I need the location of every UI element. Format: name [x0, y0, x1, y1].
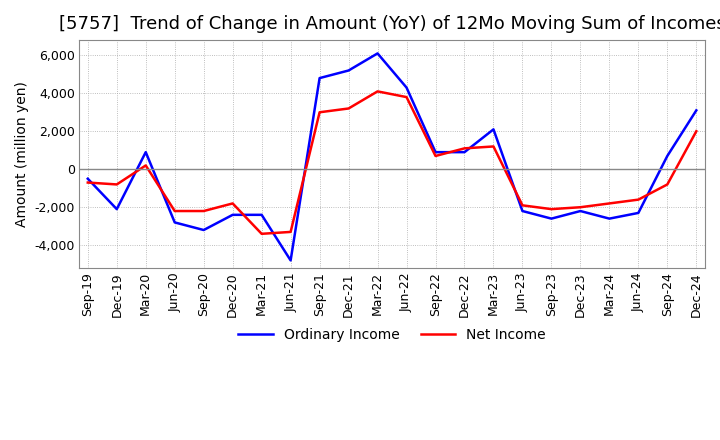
Ordinary Income	[663, 153, 672, 158]
Y-axis label: Amount (million yen): Amount (million yen)	[15, 81, 29, 227]
Line: Net Income: Net Income	[88, 92, 696, 234]
Ordinary Income	[171, 220, 179, 225]
Net Income	[344, 106, 353, 111]
Net Income	[257, 231, 266, 236]
Ordinary Income	[431, 150, 440, 155]
Ordinary Income	[141, 150, 150, 155]
Net Income	[663, 182, 672, 187]
Ordinary Income	[315, 75, 324, 81]
Ordinary Income	[257, 212, 266, 217]
Net Income	[228, 201, 237, 206]
Ordinary Income	[373, 51, 382, 56]
Net Income	[402, 95, 411, 100]
Ordinary Income	[634, 210, 643, 216]
Ordinary Income	[576, 209, 585, 214]
Title: [5757]  Trend of Change in Amount (YoY) of 12Mo Moving Sum of Incomes: [5757] Trend of Change in Amount (YoY) o…	[58, 15, 720, 33]
Ordinary Income	[84, 176, 92, 181]
Net Income	[547, 206, 556, 212]
Net Income	[315, 110, 324, 115]
Net Income	[518, 203, 527, 208]
Net Income	[576, 205, 585, 210]
Ordinary Income	[547, 216, 556, 221]
Ordinary Income	[518, 209, 527, 214]
Net Income	[460, 146, 469, 151]
Net Income	[605, 201, 613, 206]
Ordinary Income	[402, 85, 411, 90]
Net Income	[199, 209, 208, 214]
Ordinary Income	[228, 212, 237, 217]
Ordinary Income	[199, 227, 208, 233]
Ordinary Income	[344, 68, 353, 73]
Ordinary Income	[692, 108, 701, 113]
Net Income	[84, 180, 92, 185]
Ordinary Income	[112, 206, 121, 212]
Net Income	[141, 163, 150, 168]
Ordinary Income	[287, 258, 295, 263]
Net Income	[287, 229, 295, 235]
Net Income	[112, 182, 121, 187]
Legend: Ordinary Income, Net Income: Ordinary Income, Net Income	[233, 323, 552, 348]
Net Income	[373, 89, 382, 94]
Ordinary Income	[460, 150, 469, 155]
Net Income	[171, 209, 179, 214]
Net Income	[431, 153, 440, 158]
Net Income	[634, 197, 643, 202]
Ordinary Income	[605, 216, 613, 221]
Net Income	[692, 128, 701, 134]
Line: Ordinary Income: Ordinary Income	[88, 53, 696, 260]
Ordinary Income	[489, 127, 498, 132]
Net Income	[489, 144, 498, 149]
